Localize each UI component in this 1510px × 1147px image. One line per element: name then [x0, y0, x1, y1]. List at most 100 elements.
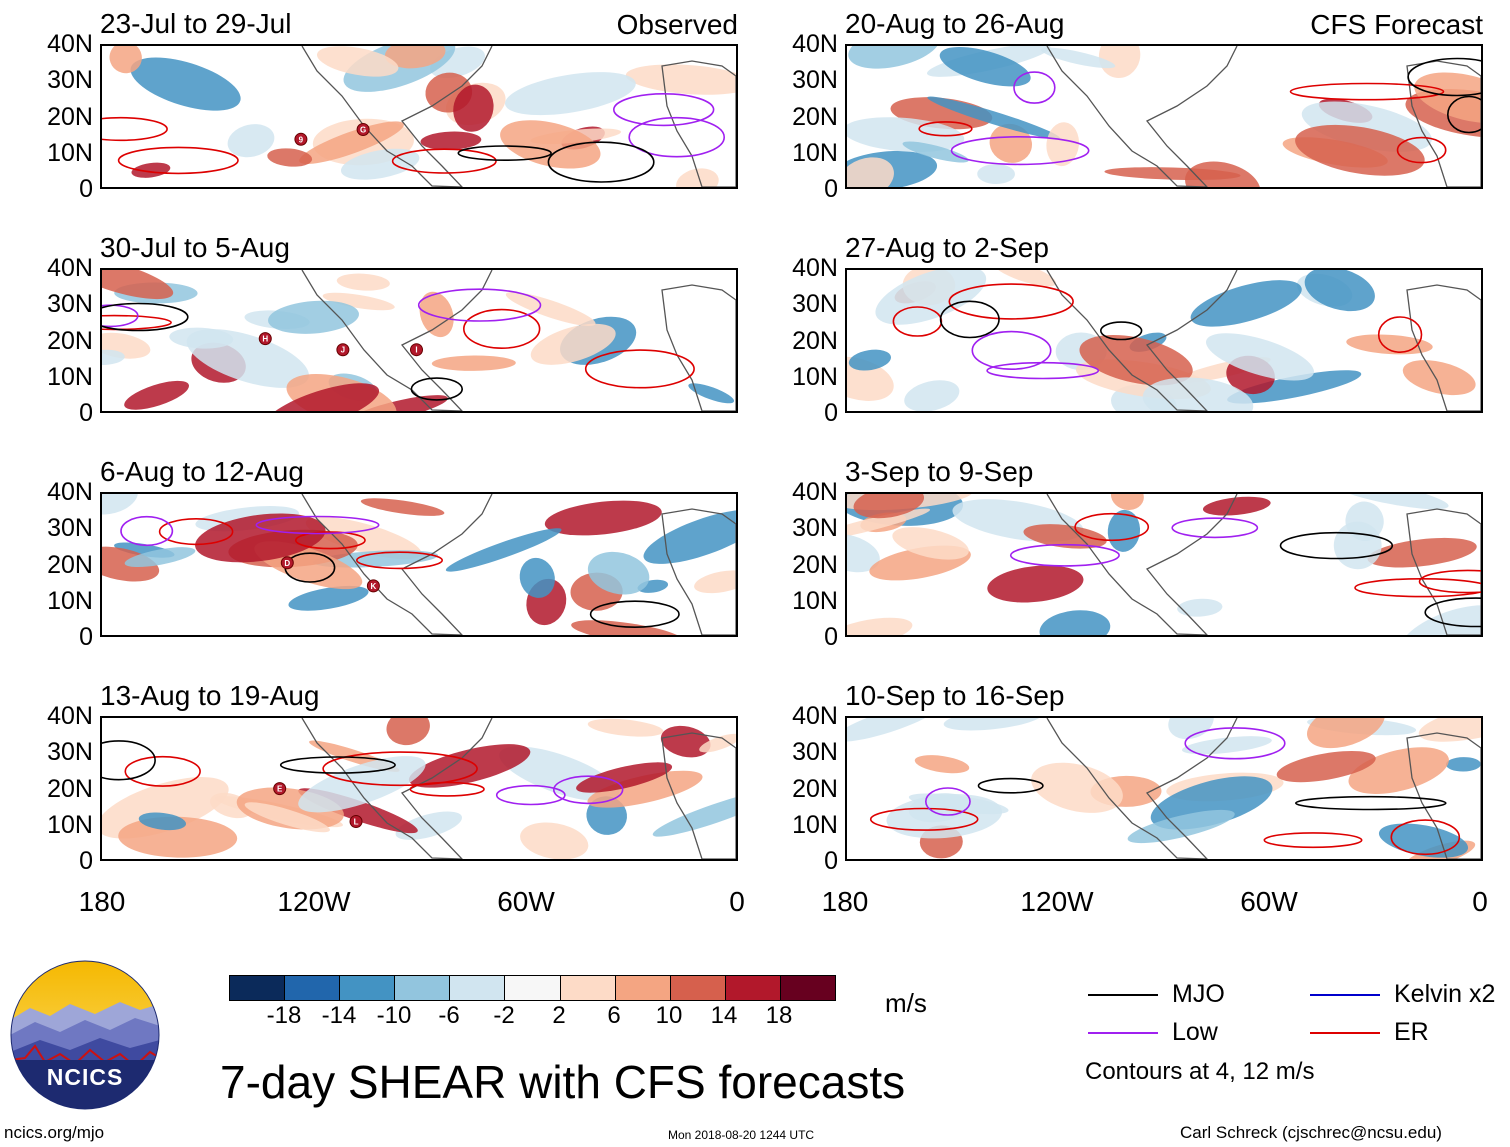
shear-anomaly — [102, 349, 125, 366]
legend-label: Kelvin x2 — [1394, 980, 1496, 1008]
lon-label: 120W — [277, 886, 351, 917]
shear-anomaly — [576, 762, 673, 793]
shear-map — [845, 44, 1483, 189]
shear-anomaly — [625, 64, 736, 95]
lat-label: 30N — [792, 290, 838, 319]
lon-label: 0 — [729, 886, 745, 917]
footer-timestamp: Mon 2018-08-20 1244 UTC — [668, 1128, 815, 1142]
storm-label: G — [360, 125, 366, 134]
shear-anomaly — [124, 547, 196, 568]
shear-anomaly — [571, 620, 684, 635]
shear-anomaly — [131, 162, 171, 178]
lat-label: 40N — [47, 478, 93, 506]
wave-contour — [1294, 795, 1447, 811]
shear-anomaly — [322, 292, 395, 311]
logo-text: NCICS — [46, 1064, 124, 1090]
shear-anomaly — [519, 557, 555, 598]
wave-contour — [977, 777, 1044, 794]
shear-anomaly — [348, 395, 448, 411]
wave-contour — [1377, 316, 1423, 354]
wave-contour — [391, 148, 497, 174]
lat-label: 30N — [47, 514, 93, 543]
shear-map — [845, 268, 1483, 413]
shear-anomaly — [298, 756, 426, 813]
colorbar-label: 18 — [765, 1002, 793, 1029]
shear-anomaly — [1414, 72, 1481, 124]
shear-anomaly — [1346, 334, 1433, 355]
shear-anomaly — [431, 355, 516, 371]
wave-contour — [463, 308, 541, 350]
wave-contour — [158, 517, 234, 546]
shear-anomaly — [587, 718, 664, 737]
legend-note: Contours at 4, 12 m/s — [1085, 1058, 1315, 1085]
colorbar-label: -14 — [321, 1002, 357, 1029]
shear-anomaly — [652, 790, 736, 837]
shear-anomaly — [1329, 494, 1449, 510]
storm-label: J — [341, 346, 345, 355]
lat-label: 20N — [792, 326, 838, 355]
lat-label: 20N — [47, 550, 93, 579]
colorbar-swatch — [780, 976, 836, 1000]
shear-anomaly — [1402, 360, 1476, 396]
wave-contour — [409, 781, 485, 797]
shear-anomaly — [847, 508, 931, 543]
shear-anomaly — [530, 323, 616, 365]
shear-anomaly — [386, 718, 430, 746]
storm-label: I — [415, 346, 417, 355]
shear-anomaly — [384, 46, 446, 69]
wave-contour — [120, 515, 174, 547]
colorbar — [229, 975, 836, 1001]
panel-title: 27-Aug to 2-Sep — [845, 232, 1049, 263]
panel-tag: CFS Forecast — [1310, 9, 1483, 40]
shear-anomaly — [1304, 270, 1375, 312]
shear-anomaly — [660, 725, 711, 758]
wave-contour — [1074, 512, 1150, 542]
shear-anomaly — [124, 380, 190, 410]
storm-label: L — [354, 818, 359, 827]
shear-anomaly — [227, 124, 275, 158]
wave-contour — [918, 121, 973, 137]
shear-map: H J I — [100, 268, 738, 413]
lat-label: 0 — [79, 399, 93, 427]
wave-contour — [102, 116, 168, 142]
storm-icon — [410, 343, 424, 357]
lat-label: 0 — [824, 623, 838, 651]
shear-anomaly — [1031, 762, 1123, 813]
shear-anomaly — [360, 498, 445, 516]
lat-label: 30N — [792, 66, 838, 95]
coastline — [301, 718, 736, 859]
lat-label: 20N — [792, 550, 838, 579]
legend-item-kelvin: Kelvin x2 — [1310, 980, 1495, 1009]
wave-contour — [410, 377, 463, 401]
legend-label: MJO — [1172, 980, 1225, 1008]
shear-anomaly — [118, 816, 238, 858]
wave-contour — [1279, 531, 1394, 560]
wave-contour — [553, 775, 624, 805]
wave-contour — [584, 349, 695, 389]
shear-anomaly — [943, 718, 1043, 731]
panel-title: 6-Aug to 12-Aug — [100, 456, 304, 487]
legend-line-low — [1088, 1031, 1158, 1034]
shear-anomaly — [1367, 537, 1477, 568]
panel-title: 10-Sep to 16-Sep — [845, 680, 1065, 711]
lat-label: 10N — [47, 138, 93, 167]
shear-map — [845, 492, 1483, 637]
shear-anomaly — [1202, 496, 1271, 516]
lat-label: 20N — [792, 774, 838, 803]
wave-contour — [279, 756, 396, 774]
lat-label: 0 — [79, 847, 93, 875]
shear-anomaly — [1185, 161, 1261, 187]
wave-contour — [925, 787, 971, 816]
lat-label: 40N — [792, 254, 838, 282]
wave-contour — [322, 751, 478, 787]
lat-label: 20N — [47, 774, 93, 803]
shear-anomaly — [1046, 122, 1079, 167]
colorbar-label: -10 — [376, 1002, 412, 1029]
colorbar-swatch — [285, 976, 341, 1000]
shear-anomaly — [445, 528, 562, 572]
shear-anomaly — [420, 131, 482, 150]
colorbar-label: 6 — [607, 1002, 621, 1029]
lat-label: 40N — [792, 30, 838, 58]
footer-website[interactable]: ncics.org/mjo — [4, 1123, 105, 1142]
